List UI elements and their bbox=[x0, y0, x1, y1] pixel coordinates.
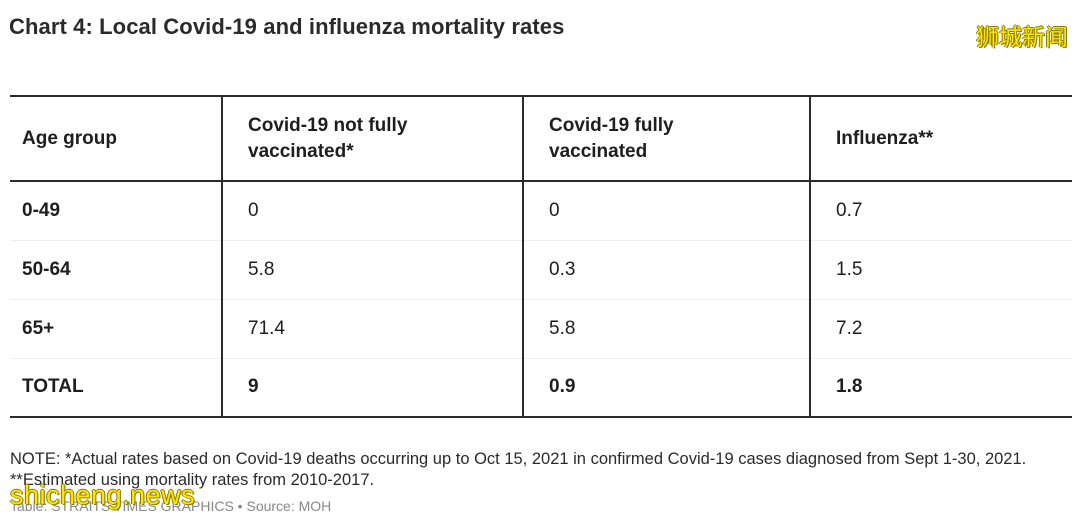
table-cell: 1.5 bbox=[809, 240, 1072, 299]
footnote-line: **Estimated using mortality rates from 2… bbox=[10, 471, 375, 489]
total-cell: 9 bbox=[221, 358, 523, 417]
table-cell: 5.8 bbox=[522, 299, 810, 358]
table-row: 0-49 0 0 0.7 bbox=[10, 181, 1072, 240]
row-label: 50-64 bbox=[22, 258, 71, 280]
column-header-age-group: Age group bbox=[10, 95, 222, 182]
total-label: TOTAL bbox=[22, 376, 84, 398]
table-cell: 71.4 bbox=[221, 299, 523, 358]
table-total-row: TOTAL 9 0.9 1.8 bbox=[10, 358, 1072, 417]
table-cell: 0 bbox=[522, 181, 810, 240]
column-header-fully-vaccinated: Covid-19 fully vaccinated bbox=[522, 95, 810, 182]
table-cell: 5.8 bbox=[221, 240, 523, 299]
table-row: 65+ 71.4 5.8 7.2 bbox=[10, 299, 1072, 358]
mortality-table: Age group Covid-19 not fully vaccinated*… bbox=[10, 95, 1072, 418]
table-cell: 0.7 bbox=[809, 181, 1072, 240]
footnote: NOTE: *Actual rates based on Covid-19 de… bbox=[10, 449, 1026, 491]
chart-title: Chart 4: Local Covid-19 and influenza mo… bbox=[9, 14, 565, 39]
footnote-line: NOTE: *Actual rates based on Covid-19 de… bbox=[10, 450, 1027, 468]
row-label: 65+ bbox=[22, 317, 55, 339]
watermark-logo-en: shicheng.news bbox=[10, 480, 196, 510]
source-credit: Table: STRAITS TIMES GRAPHICS • Source: … bbox=[10, 498, 332, 514]
table-row: 50-64 5.8 0.3 1.5 bbox=[10, 240, 1072, 299]
watermark-logo-cn: 狮城新闻 bbox=[976, 25, 1068, 51]
column-header-influenza: Influenza** bbox=[809, 95, 1072, 182]
total-cell: 0.9 bbox=[522, 358, 810, 417]
column-header-not-fully-vaccinated: Covid-19 not fully vaccinated* bbox=[221, 95, 523, 182]
table-cell: 7.2 bbox=[809, 299, 1072, 358]
table-cell: 0 bbox=[221, 181, 523, 240]
table-header-row: Age group Covid-19 not fully vaccinated*… bbox=[10, 95, 1072, 182]
table-cell: 0.3 bbox=[522, 240, 810, 299]
total-cell: 1.8 bbox=[809, 358, 1072, 417]
row-label: 0-49 bbox=[22, 199, 61, 221]
